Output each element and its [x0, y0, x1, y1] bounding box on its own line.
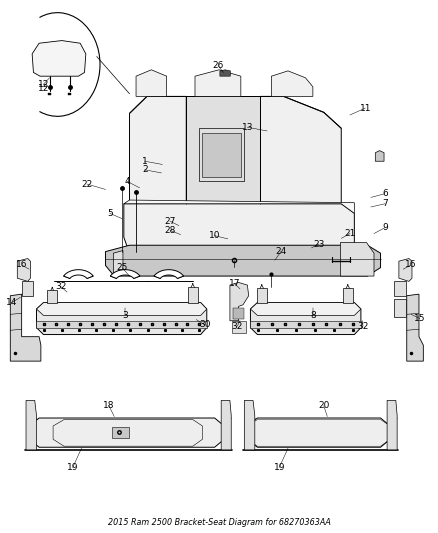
Polygon shape	[106, 245, 381, 276]
Polygon shape	[68, 93, 71, 95]
Text: 13: 13	[242, 123, 253, 132]
Text: 16: 16	[405, 261, 417, 269]
Polygon shape	[343, 288, 353, 303]
Text: 10: 10	[209, 231, 220, 240]
Polygon shape	[251, 303, 361, 316]
Text: 32: 32	[55, 282, 67, 291]
Text: 12: 12	[38, 84, 49, 93]
Polygon shape	[247, 418, 390, 447]
Text: 4: 4	[124, 177, 130, 186]
Polygon shape	[195, 70, 241, 96]
Polygon shape	[186, 96, 261, 204]
Text: 20: 20	[318, 401, 329, 410]
Polygon shape	[17, 259, 30, 281]
Polygon shape	[387, 400, 397, 450]
Polygon shape	[251, 321, 361, 328]
Polygon shape	[251, 303, 361, 335]
Polygon shape	[261, 96, 341, 204]
Polygon shape	[340, 243, 374, 276]
Polygon shape	[221, 400, 231, 450]
Text: 5: 5	[107, 209, 113, 218]
Text: 32: 32	[357, 321, 369, 330]
Polygon shape	[21, 281, 33, 296]
Polygon shape	[272, 71, 313, 96]
Text: 11: 11	[360, 103, 371, 112]
Polygon shape	[48, 93, 51, 95]
Text: 19: 19	[273, 463, 285, 472]
Text: 19: 19	[67, 463, 78, 472]
Polygon shape	[233, 308, 244, 319]
Polygon shape	[407, 294, 424, 361]
Polygon shape	[64, 270, 93, 278]
Polygon shape	[187, 287, 198, 303]
Text: 24: 24	[276, 247, 286, 256]
Text: 3: 3	[122, 311, 128, 320]
Polygon shape	[202, 133, 241, 177]
Text: 14: 14	[6, 298, 17, 307]
Text: 8: 8	[310, 311, 316, 320]
Text: 7: 7	[382, 199, 388, 208]
Polygon shape	[130, 96, 186, 204]
Polygon shape	[26, 400, 36, 450]
Polygon shape	[124, 204, 354, 253]
Polygon shape	[257, 288, 267, 303]
Polygon shape	[232, 321, 246, 333]
Text: 2: 2	[142, 165, 148, 174]
Text: 18: 18	[103, 401, 115, 410]
Text: 28: 28	[164, 226, 176, 235]
Text: 23: 23	[313, 240, 324, 249]
Text: 15: 15	[414, 314, 426, 323]
Polygon shape	[32, 41, 86, 76]
Polygon shape	[36, 303, 207, 335]
Text: 22: 22	[81, 180, 93, 189]
Text: 9: 9	[382, 223, 388, 232]
Polygon shape	[375, 151, 384, 161]
Polygon shape	[47, 290, 57, 303]
Polygon shape	[11, 294, 41, 361]
Text: 26: 26	[212, 61, 224, 70]
Text: 21: 21	[344, 229, 356, 238]
Polygon shape	[136, 70, 166, 96]
Polygon shape	[36, 303, 207, 316]
Text: 6: 6	[382, 189, 388, 198]
Polygon shape	[199, 128, 244, 181]
Polygon shape	[29, 418, 224, 447]
Polygon shape	[110, 270, 140, 278]
Polygon shape	[113, 251, 123, 276]
Polygon shape	[220, 70, 230, 76]
Polygon shape	[394, 300, 406, 317]
Polygon shape	[244, 400, 255, 450]
Polygon shape	[394, 281, 406, 296]
Text: 27: 27	[164, 217, 176, 226]
Text: 17: 17	[229, 279, 240, 288]
Polygon shape	[399, 259, 412, 281]
Polygon shape	[36, 321, 207, 328]
Text: 30: 30	[199, 320, 211, 329]
Text: 16: 16	[16, 261, 28, 269]
Polygon shape	[112, 427, 130, 438]
Text: 1: 1	[142, 157, 148, 166]
Polygon shape	[154, 270, 184, 278]
Polygon shape	[124, 200, 354, 213]
Text: 32: 32	[232, 321, 243, 330]
Text: 2015 Ram 2500 Bracket-Seat Diagram for 68270363AA: 2015 Ram 2500 Bracket-Seat Diagram for 6…	[108, 518, 330, 527]
Text: 12: 12	[38, 79, 49, 88]
Text: 25: 25	[117, 263, 128, 272]
Polygon shape	[230, 282, 249, 321]
